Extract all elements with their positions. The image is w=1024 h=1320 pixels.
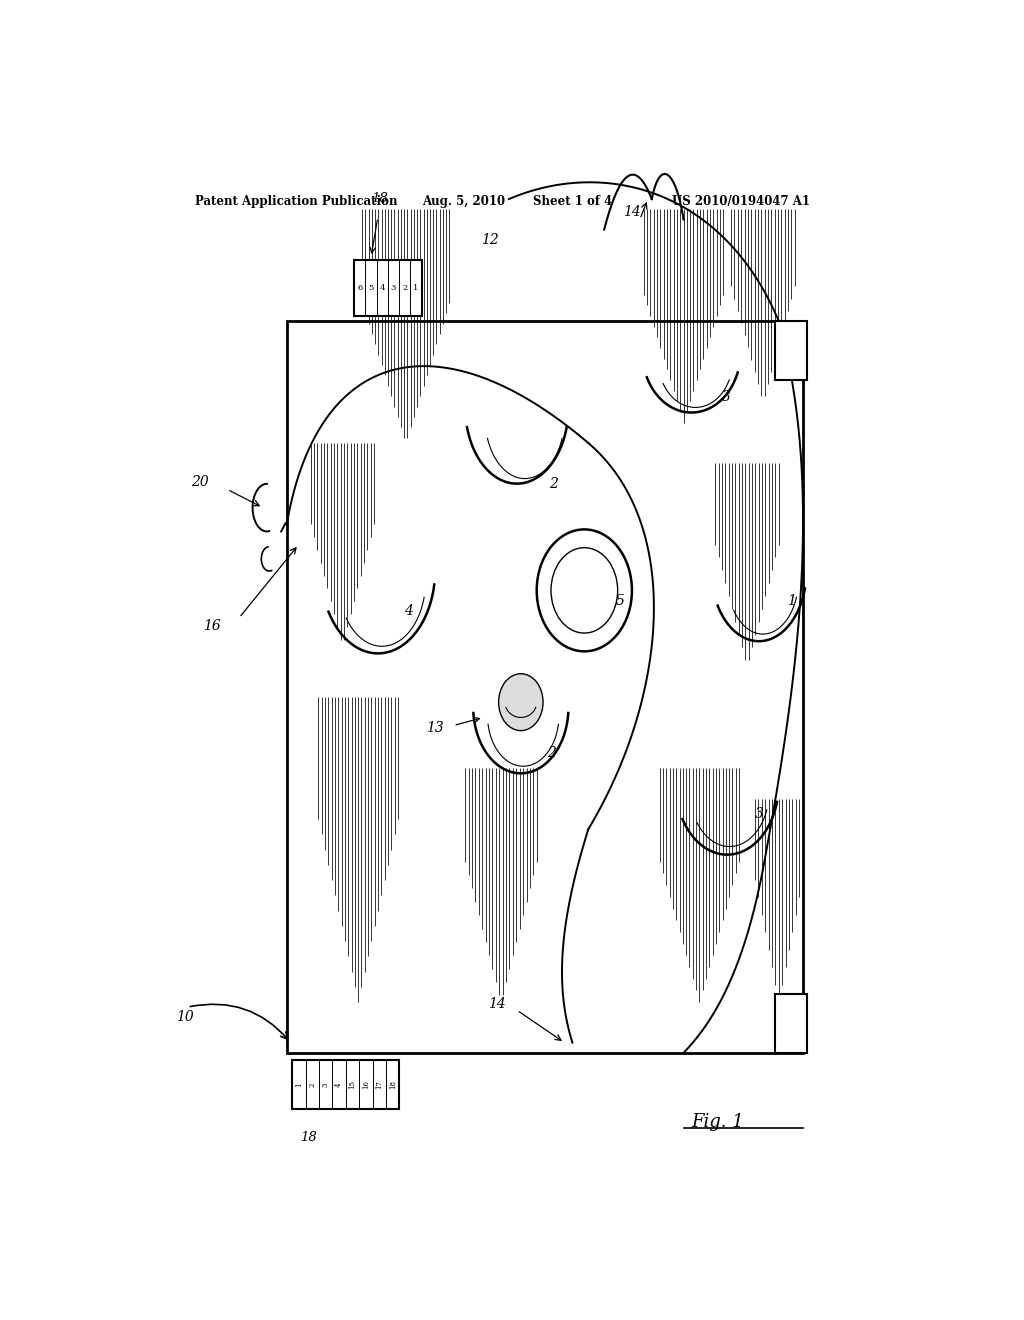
- Text: 14: 14: [488, 997, 506, 1011]
- Text: 3: 3: [755, 807, 764, 821]
- Circle shape: [537, 529, 632, 651]
- Text: 5: 5: [616, 594, 625, 607]
- Text: 2: 2: [547, 746, 556, 760]
- Text: 1: 1: [786, 594, 796, 607]
- Text: 18: 18: [372, 193, 388, 205]
- Text: 17: 17: [376, 1080, 383, 1089]
- Text: Fig. 1: Fig. 1: [691, 1113, 744, 1131]
- Text: 2: 2: [308, 1082, 316, 1086]
- Text: 18: 18: [389, 1080, 396, 1089]
- Text: 14: 14: [623, 206, 641, 219]
- Text: US 2010/0194047 A1: US 2010/0194047 A1: [672, 194, 810, 207]
- Text: 20: 20: [191, 475, 209, 488]
- Text: 12: 12: [481, 232, 499, 247]
- Text: 2: 2: [402, 284, 408, 292]
- Text: 3: 3: [391, 284, 396, 292]
- Text: 1: 1: [414, 284, 419, 292]
- Text: 6: 6: [357, 284, 362, 292]
- Text: Sheet 1 of 4: Sheet 1 of 4: [532, 194, 612, 207]
- Circle shape: [551, 548, 617, 634]
- Bar: [292, 1060, 399, 1109]
- Circle shape: [499, 673, 543, 731]
- Text: 4: 4: [335, 1082, 343, 1086]
- Text: 16: 16: [361, 1080, 370, 1089]
- Text: 2: 2: [549, 477, 557, 491]
- Bar: [287, 321, 803, 1053]
- Text: 13: 13: [426, 721, 443, 735]
- Text: 16: 16: [204, 619, 221, 634]
- Bar: [775, 994, 807, 1053]
- Text: 3: 3: [722, 391, 730, 404]
- Text: 1: 1: [295, 1082, 303, 1086]
- Text: 3: 3: [322, 1082, 330, 1086]
- Text: 15: 15: [348, 1080, 356, 1089]
- Text: Aug. 5, 2010: Aug. 5, 2010: [422, 194, 505, 207]
- Text: 5: 5: [369, 284, 374, 292]
- Bar: [354, 260, 422, 315]
- Text: Patent Application Publication: Patent Application Publication: [196, 194, 398, 207]
- Text: 10: 10: [176, 1010, 194, 1024]
- Bar: [775, 321, 807, 380]
- Text: 4: 4: [404, 603, 413, 618]
- Text: 4: 4: [380, 284, 385, 292]
- Text: 18: 18: [300, 1131, 316, 1144]
